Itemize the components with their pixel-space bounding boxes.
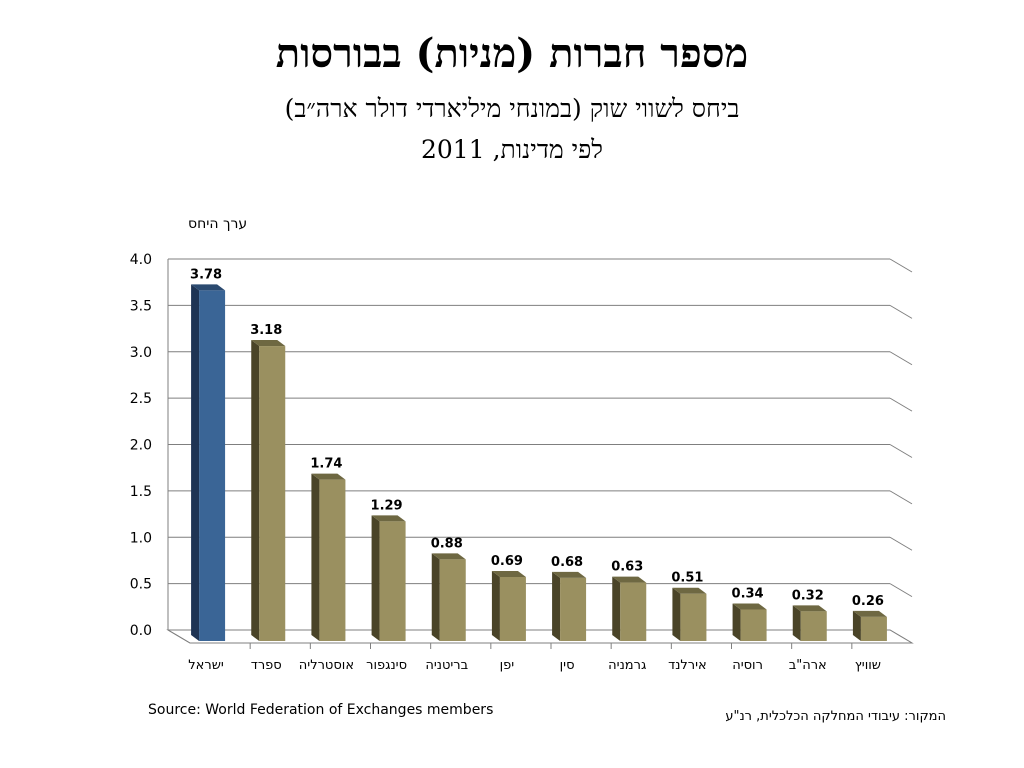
gridline-depth bbox=[889, 258, 913, 273]
bar-value-label: 0.88 bbox=[431, 536, 463, 551]
gridline-depth bbox=[889, 490, 913, 505]
bar-value-label: 0.51 bbox=[671, 571, 703, 586]
bar bbox=[499, 577, 526, 641]
bar bbox=[199, 290, 226, 641]
y-tick-label: 2.5 bbox=[130, 391, 152, 407]
gridline-depth bbox=[889, 351, 913, 366]
x-tick-label: גרמניה bbox=[608, 658, 646, 673]
x-tick-label: אוסטרליה bbox=[299, 658, 354, 673]
bar bbox=[439, 559, 466, 641]
bar-side bbox=[792, 605, 801, 641]
y-axis-title: ערך היחס bbox=[188, 216, 247, 232]
bar-top bbox=[431, 553, 466, 560]
y-tick-label: 1.5 bbox=[130, 484, 152, 500]
y-tick-label: 3.5 bbox=[130, 298, 152, 314]
bar-top bbox=[311, 473, 346, 480]
bar-side bbox=[371, 515, 380, 641]
x-tick-label: רוסיה bbox=[732, 658, 763, 673]
gridline-depth bbox=[889, 397, 913, 412]
y-tick-label: 1.0 bbox=[130, 530, 152, 546]
gridline-depth bbox=[889, 444, 913, 458]
bar-value-label: 0.69 bbox=[491, 554, 523, 569]
bar-value-label: 3.18 bbox=[250, 323, 282, 338]
bar-top bbox=[792, 605, 827, 612]
y-tick-label: 4.0 bbox=[130, 252, 152, 268]
bar bbox=[259, 346, 286, 641]
bar-top bbox=[612, 576, 647, 583]
bar bbox=[379, 521, 406, 641]
bar-top bbox=[491, 571, 526, 578]
chart-subtitle-year: לפי מדינות, 2011 bbox=[421, 135, 603, 164]
bar-side bbox=[251, 340, 260, 641]
x-tick-label: אירלנד bbox=[668, 658, 707, 673]
bar-side bbox=[191, 284, 200, 641]
bar-side bbox=[431, 553, 440, 641]
x-tick-label: סינגפור bbox=[366, 658, 407, 673]
bar-value-label: 0.32 bbox=[792, 588, 824, 603]
x-tick-label: סין bbox=[560, 658, 575, 673]
bar bbox=[319, 479, 346, 641]
y-tick-label: 0.5 bbox=[130, 577, 152, 593]
source-note-english: Source: World Federation of Exchanges me… bbox=[148, 702, 494, 718]
bar-top bbox=[672, 587, 707, 594]
x-tick-label: ספרד bbox=[251, 658, 282, 673]
source-note-hebrew: המקור: עיבודי המחלקה הכלכלית, רנ"ע bbox=[725, 709, 946, 724]
bar-top bbox=[371, 515, 406, 522]
bar-value-label: 1.29 bbox=[371, 498, 403, 513]
bar-value-label: 0.26 bbox=[852, 594, 884, 609]
gridline-depth bbox=[889, 304, 913, 319]
bar bbox=[560, 577, 587, 641]
bar-value-label: 1.74 bbox=[310, 457, 342, 472]
bar-value-label: 0.34 bbox=[732, 586, 764, 601]
bar-top bbox=[552, 571, 587, 578]
bar-value-label: 0.68 bbox=[551, 555, 583, 570]
floor-edge bbox=[167, 629, 191, 644]
bar bbox=[620, 582, 647, 641]
bar-side bbox=[672, 587, 681, 641]
bar bbox=[800, 611, 827, 641]
bar bbox=[680, 593, 707, 641]
bar-side bbox=[612, 576, 621, 641]
x-tick-label: ישראל bbox=[188, 658, 224, 673]
y-tick-label: 2.0 bbox=[130, 438, 152, 454]
bar-side bbox=[491, 571, 500, 641]
x-tick-label: בריטניה bbox=[425, 658, 468, 673]
bar-top bbox=[191, 284, 226, 291]
x-tick-label: יפן bbox=[500, 658, 515, 673]
bar-top bbox=[732, 603, 767, 610]
bar-value-label: 3.78 bbox=[190, 267, 222, 282]
bar-top bbox=[251, 340, 286, 347]
bar-side bbox=[852, 610, 861, 641]
bar bbox=[860, 616, 887, 641]
bar-side bbox=[552, 571, 561, 641]
bar-value-label: 0.63 bbox=[611, 560, 643, 575]
bar-side bbox=[732, 603, 741, 641]
chart-title: מספר חברות (מניות) בבורסות bbox=[275, 30, 749, 77]
gridline-depth bbox=[889, 583, 913, 598]
chart-subtitle: ביחס לשווי שוק (במונחי מיליארדי דולר ארה… bbox=[284, 94, 740, 123]
x-tick-label: ארה"ב bbox=[789, 658, 827, 673]
bar bbox=[740, 609, 767, 641]
bar-top bbox=[852, 610, 887, 617]
y-tick-label: 0.0 bbox=[130, 623, 152, 639]
gridline-depth bbox=[889, 536, 913, 551]
x-tick-label: שוויץ bbox=[855, 658, 881, 673]
y-tick-label: 3.0 bbox=[130, 345, 152, 361]
bar-side bbox=[311, 473, 320, 641]
